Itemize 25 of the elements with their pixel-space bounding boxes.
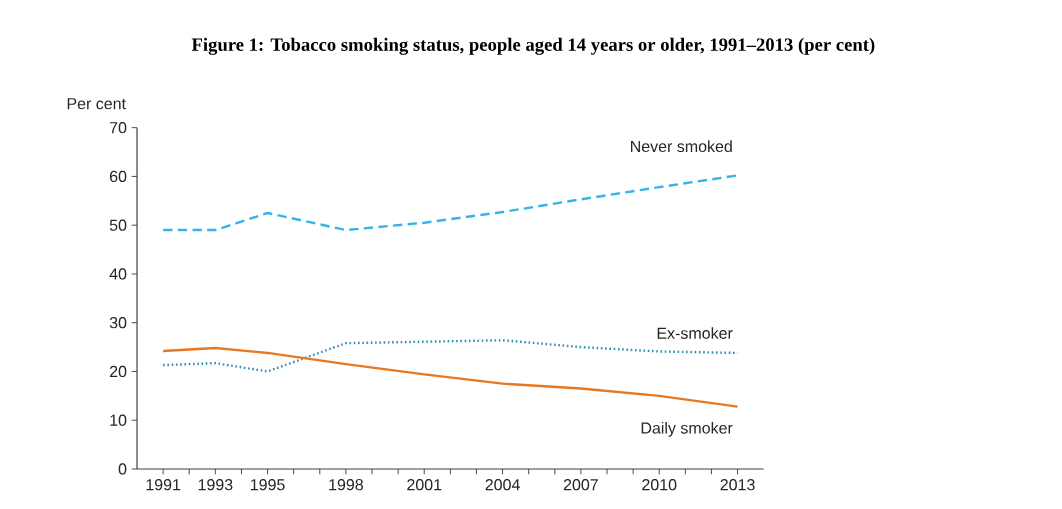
series-label: Ex-smoker	[657, 327, 733, 339]
series-label: Daily smoker	[641, 421, 733, 437]
line-series	[161, 174, 739, 232]
y-tick-label: 10	[110, 414, 127, 426]
x-tick-label: 2004	[485, 479, 520, 491]
y-tick-label: 60	[109, 170, 127, 183]
x-tick-label: 2013	[720, 479, 755, 491]
y-tick-label: 30	[109, 317, 127, 329]
chart-title: Figure 1: Tobacco smoking status, people aged 14 years or older, 1991–2013 (per cent)	[191, 37, 875, 55]
x-tick-label: 2001	[407, 479, 442, 491]
x-tick-label: 2007	[563, 479, 598, 491]
y-tick-label: 0	[118, 463, 127, 475]
y-tick-label: 40	[109, 268, 127, 280]
line-series	[161, 339, 739, 373]
x-tick-label: 2010	[642, 479, 677, 491]
y-tick-label: 20	[109, 365, 127, 378]
series-label: Never smoked	[631, 140, 732, 153]
y-tick-label: 50	[109, 219, 127, 231]
x-tick-label: 1995	[250, 479, 285, 491]
y-tick-label: 70	[109, 122, 127, 134]
x-tick-label: 1991	[146, 479, 181, 491]
y-axis-title: Per cent	[67, 98, 126, 110]
x-tick-label: 1998	[329, 479, 363, 491]
line-series	[161, 346, 739, 408]
x-tick-label: 1993	[198, 479, 233, 491]
